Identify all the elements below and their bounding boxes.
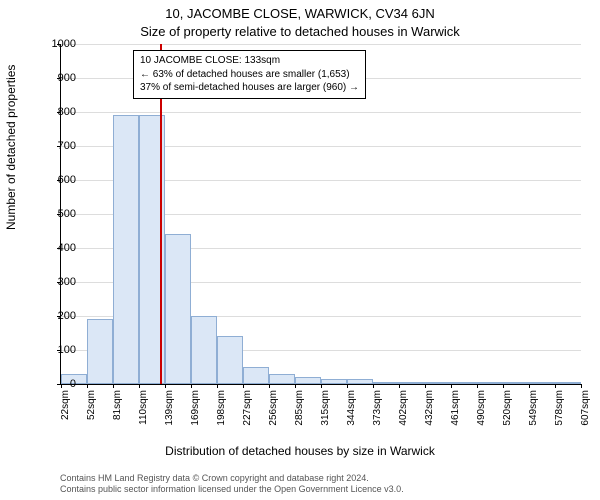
x-tick-mark [321,384,322,388]
x-tick-label: 607sqm [580,390,591,440]
x-tick-mark [165,384,166,388]
x-tick-label: 110sqm [138,390,149,440]
x-tick-mark [139,384,140,388]
x-tick-mark [347,384,348,388]
x-tick-mark [529,384,530,388]
annotation-line2: ← 63% of detached houses are smaller (1,… [140,68,359,82]
x-tick-label: 490sqm [476,390,487,440]
y-axis-label: Number of detached properties [4,65,18,230]
x-axis-label: Distribution of detached houses by size … [0,444,600,458]
plot-area: 10 JACOMBE CLOSE: 133sqm ← 63% of detach… [60,44,581,385]
y-tick-label: 200 [42,310,76,322]
y-tick-label: 400 [42,242,76,254]
x-tick-mark [503,384,504,388]
attribution-line1: Contains HM Land Registry data © Crown c… [60,473,590,485]
x-tick-mark [373,384,374,388]
y-tick-label: 300 [42,276,76,288]
y-tick-label: 700 [42,140,76,152]
histogram-bar [451,382,477,384]
x-tick-label: 256sqm [268,390,279,440]
x-tick-label: 52sqm [86,390,97,440]
x-tick-label: 402sqm [398,390,409,440]
annotation-line1: 10 JACOMBE CLOSE: 133sqm [140,54,359,68]
x-tick-mark [451,384,452,388]
x-tick-label: 344sqm [346,390,357,440]
x-tick-mark [295,384,296,388]
x-tick-label: 315sqm [320,390,331,440]
attribution-line2: Contains public sector information licen… [60,484,590,496]
y-tick-label: 0 [42,378,76,390]
chart-title-line2: Size of property relative to detached ho… [0,24,600,39]
histogram-bar [347,379,373,384]
x-tick-label: 432sqm [424,390,435,440]
x-tick-mark [217,384,218,388]
x-tick-label: 169sqm [190,390,201,440]
gridline [61,44,581,45]
gridline [61,112,581,113]
y-tick-label: 100 [42,344,76,356]
x-tick-mark [87,384,88,388]
x-tick-mark [243,384,244,388]
annotation-line3: 37% of semi-detached houses are larger (… [140,81,359,95]
x-tick-label: 520sqm [502,390,513,440]
histogram-bar [399,382,425,384]
x-tick-mark [581,384,582,388]
x-tick-label: 578sqm [554,390,565,440]
histogram-bar [555,382,581,384]
histogram-bar [477,382,503,384]
histogram-bar [269,374,295,384]
x-tick-label: 22sqm [60,390,71,440]
x-tick-label: 198sqm [216,390,227,440]
histogram-bar [217,336,243,384]
histogram-bar [243,367,269,384]
histogram-bar [425,382,451,384]
x-tick-label: 549sqm [528,390,539,440]
histogram-bar [191,316,217,384]
attribution-text: Contains HM Land Registry data © Crown c… [60,473,590,496]
chart-container: 10, JACOMBE CLOSE, WARWICK, CV34 6JN Siz… [0,0,600,500]
x-tick-label: 81sqm [112,390,123,440]
x-tick-label: 285sqm [294,390,305,440]
histogram-bar [373,382,399,384]
histogram-bar [113,115,139,384]
histogram-bar [503,382,529,384]
x-tick-label: 373sqm [372,390,383,440]
y-tick-label: 800 [42,106,76,118]
y-tick-label: 600 [42,174,76,186]
annotation-box: 10 JACOMBE CLOSE: 133sqm ← 63% of detach… [133,50,366,99]
y-tick-label: 1000 [42,38,76,50]
y-tick-label: 900 [42,72,76,84]
x-tick-mark [555,384,556,388]
x-tick-mark [477,384,478,388]
x-tick-mark [399,384,400,388]
histogram-bar [321,379,347,384]
histogram-bar [529,382,555,384]
x-tick-mark [269,384,270,388]
x-tick-label: 139sqm [164,390,175,440]
x-tick-label: 461sqm [450,390,461,440]
y-tick-label: 500 [42,208,76,220]
histogram-bar [295,377,321,384]
x-tick-mark [191,384,192,388]
x-tick-mark [113,384,114,388]
histogram-bar [165,234,191,384]
x-tick-label: 227sqm [242,390,253,440]
chart-title-line1: 10, JACOMBE CLOSE, WARWICK, CV34 6JN [0,6,600,21]
x-tick-mark [425,384,426,388]
histogram-bar [87,319,113,384]
